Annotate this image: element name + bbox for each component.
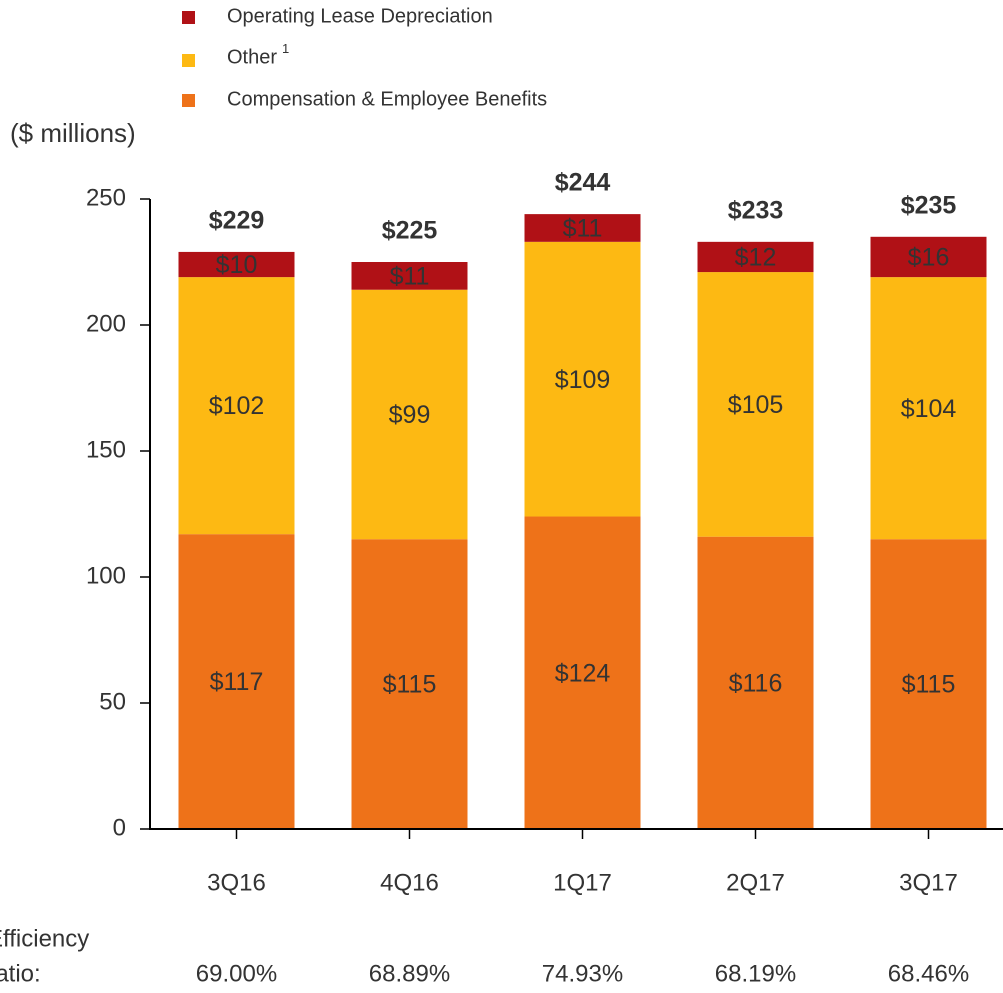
bar-segment [870,236,987,278]
segment-label: $11 [390,262,430,290]
segment-label: $116 [729,669,783,697]
x-tick-label: 1Q17 [553,869,612,896]
x-tick-label: 4Q16 [380,869,439,896]
total-label: $229 [209,207,265,235]
x-tick-label: 3Q17 [899,869,958,896]
total-label: $233 [728,196,784,224]
legend-label: Operating Lease Depreciation [227,5,493,27]
segment-label: $10 [216,251,258,279]
segment-label: $105 [728,391,784,419]
total-label: $244 [555,169,611,197]
efficiency-label: Efficiency [0,925,89,952]
y-tick-label: 50 [99,688,126,715]
segment-label: $11 [563,215,603,243]
segment-label: $16 [908,244,950,272]
x-tick-label: 2Q17 [726,869,785,896]
bar-segment [178,251,295,278]
bar-segment [178,277,295,535]
efficiency-label: Ratio: [0,960,41,987]
y-tick-label: 200 [86,310,126,337]
segment-label: $124 [555,659,611,687]
y-tick-label: 250 [86,184,126,211]
y-axis-label: ($ millions) [10,118,136,148]
segment-label: $99 [389,401,431,429]
y-tick-label: 100 [86,562,126,589]
legend-swatch [182,94,195,107]
legend-label: Other 1 [227,41,289,68]
efficiency-value: 69.00% [196,960,277,987]
legend-swatch [182,11,195,24]
bar-segment [351,539,468,829]
segment-label: $102 [209,392,265,420]
bar-segment [870,277,987,540]
segment-label: $12 [735,244,777,272]
segment-label: $115 [902,671,956,699]
bar-segment [524,241,641,517]
x-tick-label: 3Q16 [207,869,266,896]
segment-label: $117 [210,668,264,696]
bar-segment [351,289,468,540]
legend-label: Compensation & Employee Benefits [227,88,547,110]
total-label: $225 [382,217,438,245]
y-tick-label: 150 [86,436,126,463]
y-tick-label: 0 [113,814,126,841]
bar-segment [697,272,814,537]
legend-footnote: 1 [282,41,289,56]
efficiency-value: 68.46% [888,960,969,987]
bar-segment [697,241,814,273]
efficiency-value: 68.19% [715,960,796,987]
bar-segment [524,516,641,829]
segment-label: $109 [555,366,611,394]
efficiency-value: 74.93% [542,960,623,987]
bar-segment [870,539,987,829]
bar-segment [524,214,641,242]
total-label: $235 [901,191,957,219]
bar-segment [697,536,814,829]
efficiency-value: 68.89% [369,960,450,987]
segment-label: $115 [383,671,437,699]
legend-swatch [182,54,195,67]
bar-segment [178,534,295,829]
segment-label: $104 [901,395,957,423]
bar-segment [351,262,468,290]
